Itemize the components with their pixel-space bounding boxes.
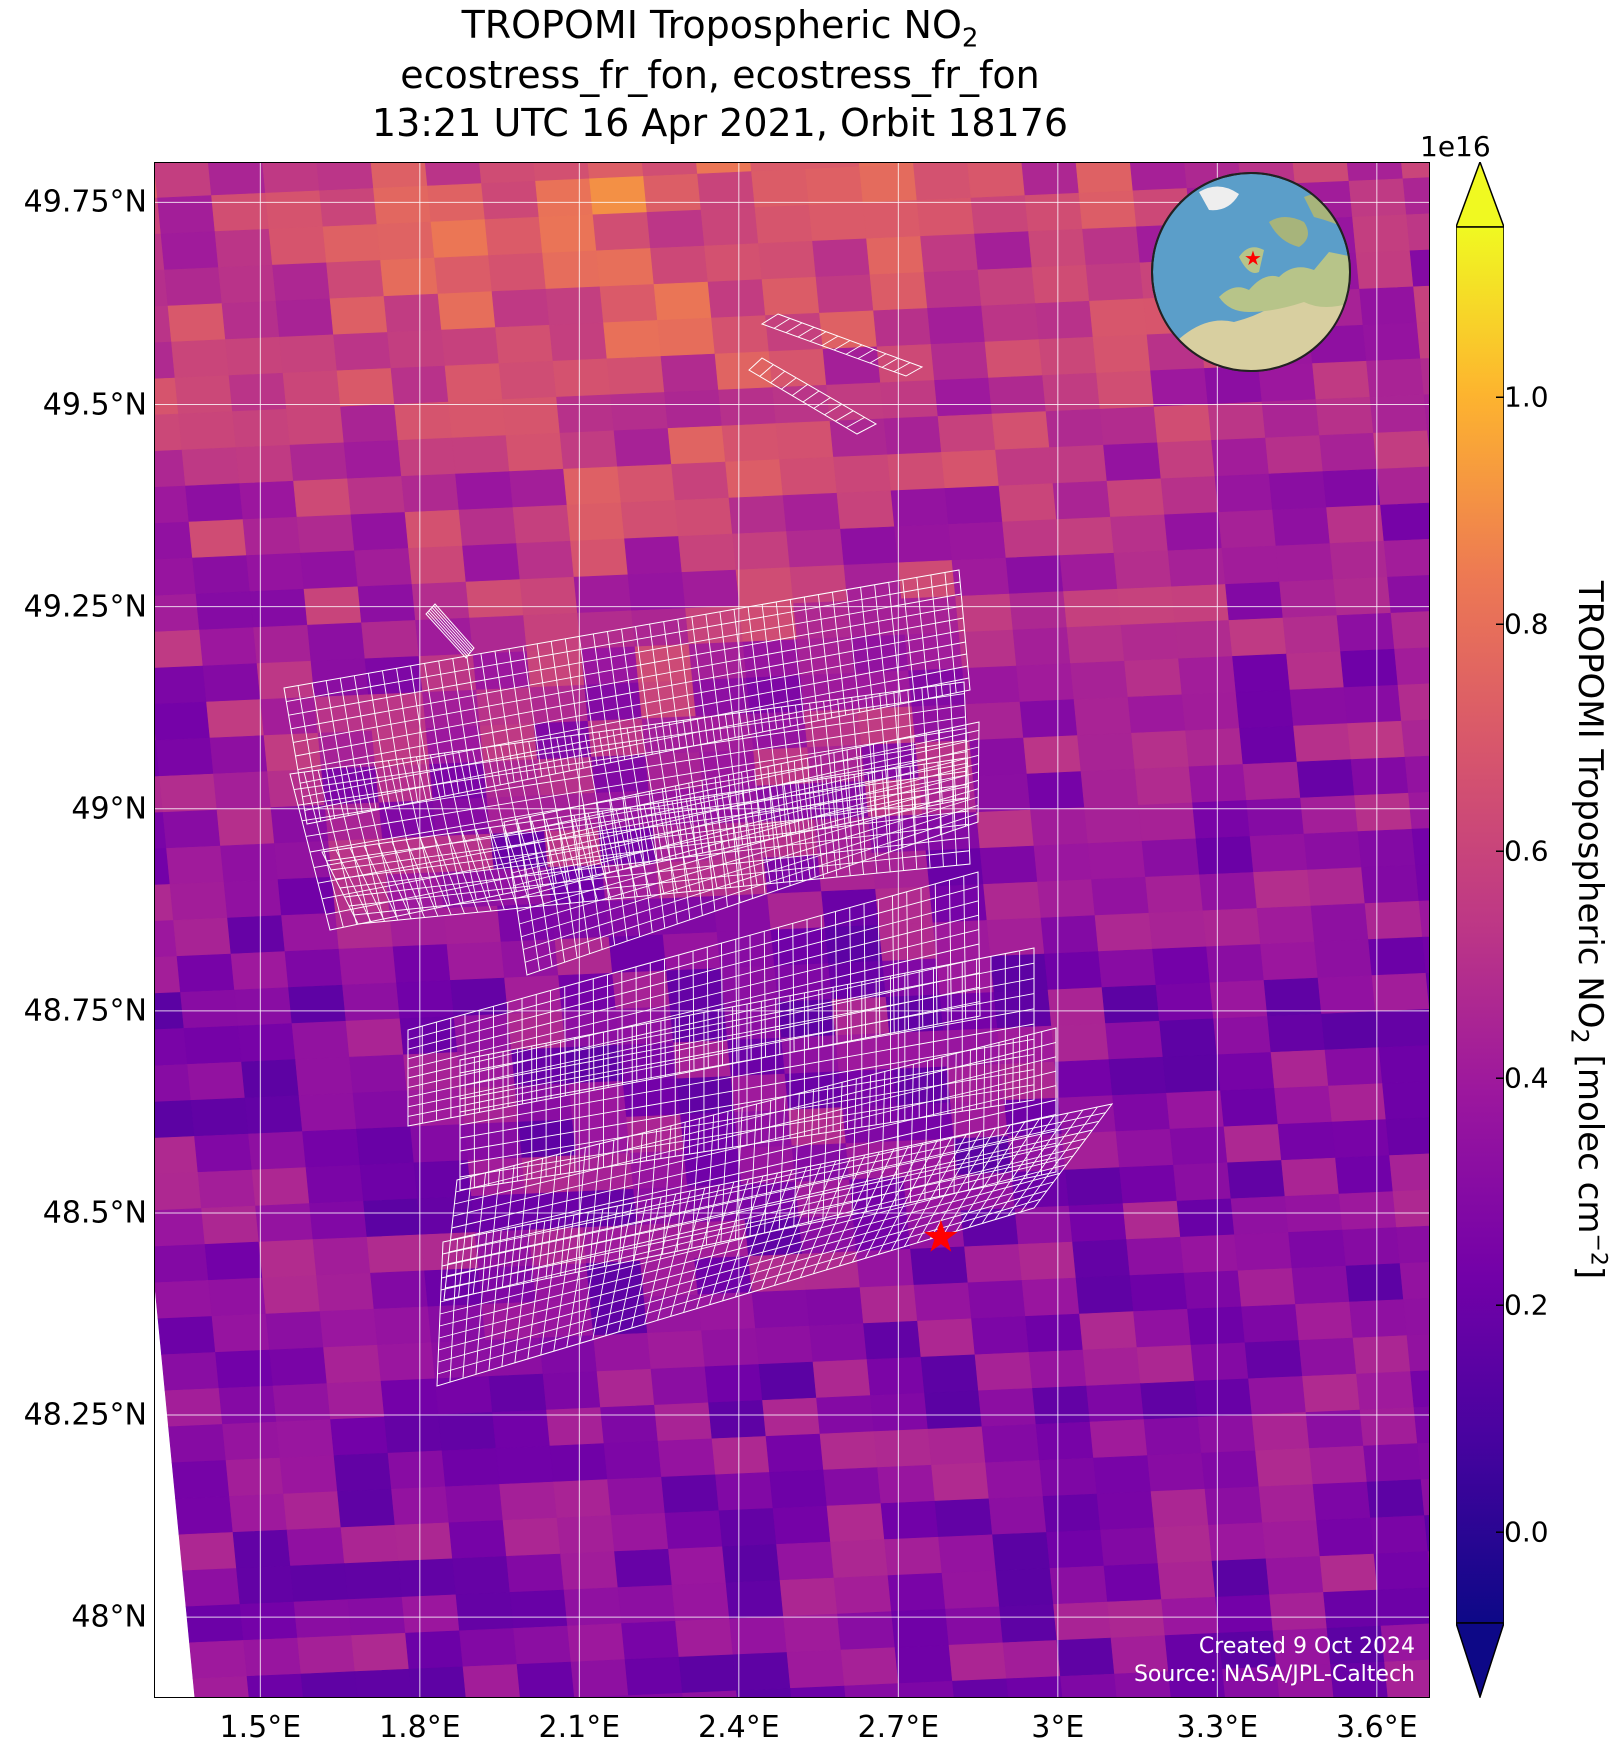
chart-title-line1: TROPOMI Tropospheric NO2 <box>461 3 979 54</box>
x-tick-label: 3.6°E <box>1335 1710 1418 1745</box>
footer-created: Created 9 Oct 2024 <box>1198 1634 1415 1659</box>
no2-map: ★ ★ <box>154 162 1430 1698</box>
x-tick-label: 3°E <box>1031 1710 1085 1745</box>
colorbar-tick-label: 1.0 <box>1504 380 1549 414</box>
y-tick-label: 49.25°N <box>23 589 147 625</box>
colorbar-tick-label: 0.8 <box>1504 607 1549 641</box>
y-tick-label: 48.25°N <box>23 1397 147 1433</box>
colorbar-tick-label: 0.2 <box>1504 1288 1549 1322</box>
chart-title-line3: 13:21 UTC 16 Apr 2021, Orbit 18176 <box>371 101 1069 145</box>
x-tick-label: 3.3°E <box>1176 1710 1259 1745</box>
map-panel: ★ ★ <box>154 162 1430 1698</box>
colorbar-tick-label: 0.0 <box>1504 1515 1549 1549</box>
colorbar-label: TROPOMI Tropospheric NO2 [molec cm−2] <box>1565 580 1611 1280</box>
star-icon: ★ <box>921 1212 960 1263</box>
ecostress-footprints <box>283 313 1114 1387</box>
globe-icon: ★ <box>1151 172 1351 372</box>
colorbar-tick-label: 0.4 <box>1504 1061 1549 1095</box>
x-tick-label: 2.1°E <box>538 1710 621 1745</box>
y-tick-label: 48.75°N <box>23 993 147 1029</box>
svg-text:★: ★ <box>1244 246 1262 270</box>
chart-title-line2: ecostress_fr_fon, ecostress_fr_fon <box>400 53 1040 97</box>
colorbar <box>1456 162 1504 1698</box>
colorbar-tick-label: 0.6 <box>1504 834 1549 868</box>
footer-source: Source: NASA/JPL-Caltech <box>1133 1662 1415 1687</box>
x-tick-label: 2.7°E <box>857 1710 940 1745</box>
x-tick-label: 1.5°E <box>219 1710 302 1745</box>
x-tick-label: 1.8°E <box>378 1710 461 1745</box>
y-tick-label: 48°N <box>71 1599 147 1635</box>
y-tick-label: 49.5°N <box>42 387 147 423</box>
y-tick-label: 48.5°N <box>42 1195 147 1231</box>
x-tick-label: 2.4°E <box>697 1710 780 1745</box>
colorbar-exponent: 1e16 <box>1420 130 1491 163</box>
y-tick-label: 49.75°N <box>23 184 147 220</box>
y-tick-label: 49°N <box>71 791 147 827</box>
